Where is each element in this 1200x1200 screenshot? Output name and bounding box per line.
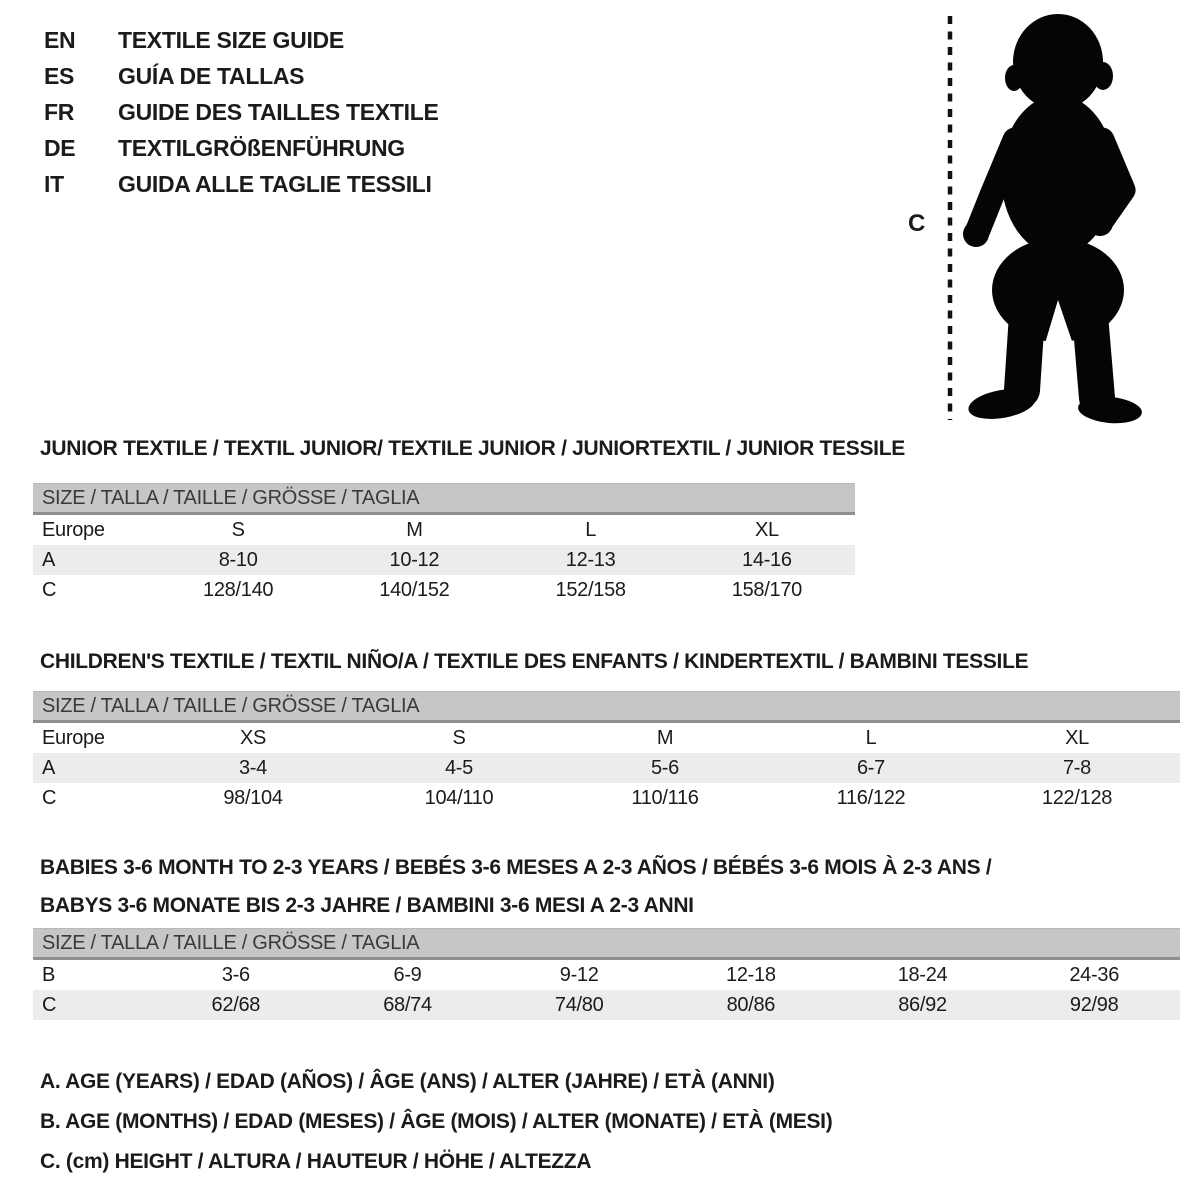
table-row-height-cm: C 128/140 140/152 152/158 158/170 — [33, 575, 855, 605]
height-cell: 128/140 — [203, 578, 274, 601]
size-cell: M — [406, 518, 423, 541]
age-cell: 5-6 — [650, 756, 679, 779]
row-label: A — [42, 756, 56, 779]
guide-title-de: TEXTILGRÖßENFÜHRUNG — [118, 134, 405, 161]
size-cell: XS — [239, 726, 267, 749]
row-label: C — [42, 578, 57, 601]
size-table-header: SIZE / TALLA / TAILLE / GRÖSSE / TAGLIA — [33, 483, 855, 515]
legend-age-years: A. AGE (YEARS) / EDAD (AÑOS) / ÂGE (ANS)… — [40, 1070, 775, 1093]
age-cell: 7-8 — [1062, 756, 1091, 779]
size-cell: L — [585, 518, 597, 541]
section-title-line: BABYS 3-6 MONATE BIS 2-3 JAHRE / BAMBINI… — [40, 894, 694, 917]
measurement-legend: A. AGE (YEARS) / EDAD (AÑOS) / ÂGE (ANS)… — [40, 1062, 833, 1182]
lang-row-de: DE TEXTILGRÖßENFÜHRUNG — [44, 130, 439, 166]
age-cell: 10-12 — [389, 548, 440, 571]
height-cell: 62/68 — [211, 993, 261, 1016]
babies-size-table: SIZE / TALLA / TAILLE / GRÖSSE / TAGLIA … — [33, 928, 1180, 1020]
height-figure: C — [890, 0, 1190, 440]
section-title-line: BABIES 3-6 MONTH TO 2-3 YEARS / BEBÉS 3-… — [40, 856, 992, 879]
table-row-age-years: A 3-4 4-5 5-6 6-7 7-8 — [33, 753, 1180, 783]
height-cell: 86/92 — [898, 993, 947, 1016]
age-cell: 12-13 — [565, 548, 616, 571]
lang-code: EN — [44, 26, 76, 53]
row-label: Europe — [42, 726, 105, 749]
age-cell: 3-4 — [238, 756, 267, 779]
guide-title-it: GUIDA ALLE TAGLIE TESSILI — [118, 170, 432, 197]
section-title-line: CHILDREN'S TEXTILE / TEXTIL NIÑO/A / TEX… — [40, 650, 1029, 673]
children-section-title: CHILDREN'S TEXTILE / TEXTIL NIÑO/A / TEX… — [40, 643, 1029, 681]
age-cell: 8-10 — [218, 548, 258, 571]
table-row-europe: Europe XS S M L XL — [33, 723, 1180, 753]
size-table-header: SIZE / TALLA / TAILLE / GRÖSSE / TAGLIA — [33, 691, 1180, 723]
row-label: Europe — [42, 518, 105, 541]
age-cell: 6-7 — [856, 756, 885, 779]
lang-row-es: ES GUÍA DE TALLAS — [44, 58, 439, 94]
height-cell: 158/170 — [731, 578, 803, 601]
junior-section-title: JUNIOR TEXTILE / TEXTIL JUNIOR/ TEXTILE … — [40, 430, 905, 468]
height-cell: 80/86 — [726, 993, 776, 1016]
children-size-table: SIZE / TALLA / TAILLE / GRÖSSE / TAGLIA … — [33, 691, 1180, 813]
lang-code: IT — [44, 170, 64, 197]
size-cell: XL — [754, 518, 779, 541]
toddler-silhouette-icon — [947, 14, 1142, 424]
height-cell: 152/158 — [555, 578, 627, 601]
size-cell: XL — [1065, 726, 1089, 749]
table-row-age-months: B 3-6 6-9 9-12 12-18 18-24 24-36 — [33, 960, 1180, 990]
row-label: C — [42, 993, 57, 1016]
toddler-silhouette — [963, 14, 1142, 424]
size-cell: M — [656, 726, 674, 749]
guide-title-en: TEXTILE SIZE GUIDE — [118, 26, 344, 53]
row-label: C — [42, 786, 57, 809]
size-cell: S — [231, 518, 245, 541]
size-table-header: SIZE / TALLA / TAILLE / GRÖSSE / TAGLIA — [33, 928, 1180, 960]
age-cell: 24-36 — [1069, 963, 1120, 986]
language-title-list: EN TEXTILE SIZE GUIDE ES GUÍA DE TALLAS … — [44, 22, 439, 202]
lang-code: DE — [44, 134, 76, 161]
table-row-height-cm: C 62/68 68/74 74/80 80/86 86/92 92/98 — [33, 990, 1180, 1020]
lang-row-en: EN TEXTILE SIZE GUIDE — [44, 22, 439, 58]
age-cell: 9-12 — [559, 963, 599, 986]
lang-code: FR — [44, 98, 75, 125]
row-label: A — [42, 548, 56, 571]
legend-height-cm: C. (cm) HEIGHT / ALTURA / HAUTEUR / HÖHE… — [40, 1150, 592, 1173]
guide-title-fr: GUIDE DES TAILLES TEXTILE — [118, 98, 439, 125]
table-row-height-cm: C 98/104 104/110 110/116 116/122 122/128 — [33, 783, 1180, 813]
height-cell: 110/116 — [631, 786, 699, 809]
table-row-age-years: A 8-10 10-12 12-13 14-16 — [33, 545, 855, 575]
age-cell: 6-9 — [393, 963, 422, 986]
height-cell: 98/104 — [223, 786, 283, 809]
age-cell: 14-16 — [742, 548, 792, 571]
height-cell: 140/152 — [379, 578, 450, 601]
table-row-europe: Europe S M L XL — [33, 515, 855, 545]
height-cell: 74/80 — [554, 993, 604, 1016]
height-cell: 116/122 — [836, 786, 906, 809]
lang-row-fr: FR GUIDE DES TAILLES TEXTILE — [44, 94, 439, 130]
age-cell: 3-6 — [221, 963, 250, 986]
age-cell: 18-24 — [897, 963, 948, 986]
size-cell: L — [865, 726, 877, 749]
height-cell: 104/110 — [424, 786, 494, 809]
guide-title-es: GUÍA DE TALLAS — [118, 62, 305, 89]
row-label: B — [42, 963, 56, 986]
height-cell: 122/128 — [1041, 786, 1113, 809]
age-cell: 12-18 — [726, 963, 776, 986]
size-cell: S — [452, 726, 466, 749]
legend-age-months: B. AGE (MONTHS) / EDAD (MESES) / ÂGE (MO… — [40, 1110, 833, 1133]
lang-code: ES — [44, 62, 75, 89]
babies-section-title: BABIES 3-6 MONTH TO 2-3 YEARS / BEBÉS 3-… — [40, 849, 992, 925]
height-cell: 68/74 — [383, 993, 432, 1016]
height-measure-label: C — [908, 210, 926, 237]
age-cell: 4-5 — [444, 756, 473, 779]
section-title-line: JUNIOR TEXTILE / TEXTIL JUNIOR/ TEXTILE … — [40, 437, 905, 460]
lang-row-it: IT GUIDA ALLE TAGLIE TESSILI — [44, 166, 439, 202]
junior-size-table: SIZE / TALLA / TAILLE / GRÖSSE / TAGLIA … — [33, 483, 855, 605]
height-cell: 92/98 — [1069, 993, 1119, 1016]
